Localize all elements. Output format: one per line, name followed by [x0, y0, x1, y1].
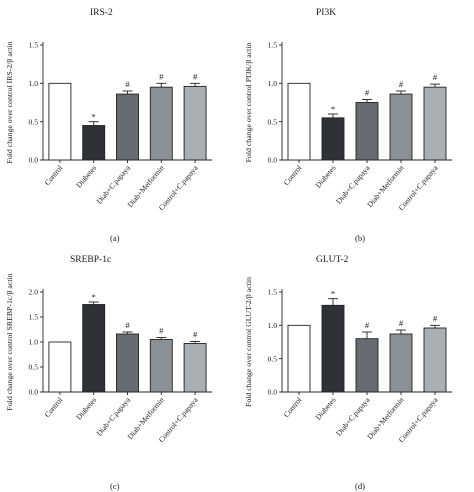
x-tick-label: Diab+C.papaya [95, 395, 133, 438]
y-axis-label: Fold change over control GLUT-2/β actin [244, 277, 253, 407]
y-tick-label: 0.0 [29, 156, 39, 165]
bar [183, 343, 207, 393]
bar [149, 86, 173, 161]
y-tick-label: 2.0 [29, 288, 39, 297]
significance-mark: # [433, 72, 438, 82]
x-tick-label: Control [282, 396, 304, 420]
significance-mark: # [193, 71, 198, 81]
y-tick-label: 0.5 [29, 363, 39, 372]
panel-letter: (a) [110, 233, 120, 243]
bar [287, 82, 311, 161]
significance-mark: # [193, 330, 198, 340]
bar [82, 125, 106, 161]
y-tick-label: 0.5 [268, 354, 278, 363]
bar [423, 86, 447, 161]
y-tick-label: 0.0 [268, 388, 278, 397]
chart-panel-b: PI3K Fold change over control PI3K/β acti… [244, 8, 452, 243]
significance-mark: # [159, 71, 164, 81]
bar [149, 339, 173, 393]
chart-title: PI3K [316, 8, 336, 18]
bar [287, 324, 311, 393]
y-tick-label: 0.5 [29, 117, 39, 126]
bar [321, 304, 345, 393]
y-axis-label: Fold change over control SREBP-1c/β acti… [5, 273, 14, 410]
x-tick-label: Diabetes [314, 395, 338, 421]
y-tick-label: 1.0 [29, 79, 39, 88]
significance-mark: # [365, 87, 370, 97]
y-tick-label: 1.5 [268, 288, 278, 297]
y-tick-label: 1.5 [29, 41, 39, 50]
y-tick-label: 1.0 [29, 338, 39, 347]
significance-mark: # [433, 313, 438, 323]
bar [423, 327, 447, 393]
significance-mark: * [331, 289, 335, 299]
bar [48, 82, 72, 161]
bar [183, 85, 207, 161]
x-tick-label: Diab+C.papaya [334, 163, 372, 206]
significance-mark: * [92, 112, 96, 122]
significance-mark: # [365, 320, 370, 330]
bar [355, 338, 379, 393]
y-tick-label: 0.5 [268, 117, 278, 126]
bar [389, 333, 413, 393]
chart-title: GLUT-2 [316, 255, 349, 265]
bar [116, 93, 139, 161]
x-tick-label: Diabetes [74, 163, 98, 189]
bar [389, 93, 413, 161]
x-tick-label: Control [43, 396, 65, 420]
chart-panel-a: IRS-2 Fold change over control IRS-2/β ac… [5, 8, 212, 243]
significance-mark: # [399, 79, 404, 89]
bar [355, 102, 379, 161]
significance-mark: # [399, 318, 404, 328]
significance-mark: * [92, 292, 96, 302]
x-tick-label: Control [282, 164, 304, 188]
y-tick-label: 1.0 [268, 79, 278, 88]
x-tick-label: Diab+C.papaya [95, 163, 133, 206]
x-tick-label: Diabetes [74, 395, 98, 421]
x-tick-label: Control [43, 164, 65, 188]
bar [116, 333, 139, 393]
bar [82, 304, 106, 393]
y-tick-label: 1.5 [268, 41, 278, 50]
x-tick-label: Diab+C.papaya [334, 395, 372, 438]
significance-mark: # [125, 79, 130, 89]
significance-mark: # [125, 320, 130, 330]
bar [321, 117, 345, 161]
y-tick-label: 0.0 [268, 156, 278, 165]
y-tick-label: 1.0 [268, 321, 278, 330]
significance-mark: * [331, 104, 335, 114]
x-tick-label: Diabetes [314, 163, 338, 189]
chart-panel-d: GLUT-2 Fold change over control GLUT-2/β … [244, 255, 452, 491]
y-tick-label: 1.5 [29, 313, 39, 322]
y-axis-label: Fold change over control IRS-2/β actin [5, 41, 14, 163]
y-axis-label: Fold change over control PI3K/β actin [244, 42, 253, 162]
y-tick-label: 0.0 [29, 388, 39, 397]
chart-title: IRS-2 [90, 8, 113, 18]
panel-letter: (d) [355, 481, 365, 491]
chart-panel-c: SREBP-1c Fold change over control SREBP-1… [5, 255, 212, 491]
panel-letter: (c) [110, 481, 120, 491]
chart-title: SREBP-1c [70, 255, 111, 265]
bar [48, 341, 72, 393]
significance-mark: # [159, 326, 164, 336]
panel-letter: (b) [355, 233, 365, 243]
